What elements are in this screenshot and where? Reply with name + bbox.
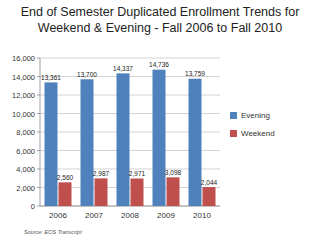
bar xyxy=(131,179,144,206)
data-label: 2,560 xyxy=(57,174,74,181)
y-tick-label: 2,000 xyxy=(16,184,35,193)
chart: End of Semester Duplicated Enrollment Tr… xyxy=(0,0,320,240)
data-label: 3,098 xyxy=(165,169,182,176)
x-tick-label: 2010 xyxy=(193,211,211,220)
tick-mark xyxy=(37,95,40,96)
data-label: 13,759 xyxy=(185,70,205,77)
bar xyxy=(59,182,72,206)
legend-swatch xyxy=(230,112,237,119)
tick-mark xyxy=(37,187,40,188)
tick-mark xyxy=(37,76,40,77)
x-tick-label: 2006 xyxy=(49,211,67,220)
legend-swatch xyxy=(230,130,237,137)
tick-mark xyxy=(37,150,40,151)
bar xyxy=(189,79,202,206)
title-line: End of Semester Duplicated Enrollment Tr… xyxy=(21,5,300,19)
bar xyxy=(117,73,130,206)
y-tick-label: 0 xyxy=(31,202,35,211)
bar xyxy=(95,178,108,206)
bar xyxy=(203,187,216,206)
y-tick-label: 12,000 xyxy=(12,91,35,100)
y-tick-label: 8,000 xyxy=(16,128,35,137)
data-label: 2,044 xyxy=(201,179,218,186)
y-tick-label: 14,000 xyxy=(12,73,35,82)
tick-mark xyxy=(37,132,40,133)
y-tick-label: 6,000 xyxy=(16,147,35,156)
legend-label: Evening xyxy=(241,111,270,120)
bar xyxy=(167,177,180,206)
title: End of Semester Duplicated Enrollment Tr… xyxy=(21,5,300,35)
x-tick-label: 2009 xyxy=(157,211,175,220)
title-line: Weekend & Evening - Fall 2006 to Fall 20… xyxy=(38,21,282,35)
legend-label: Weekend xyxy=(241,129,275,138)
tick-mark xyxy=(37,113,40,114)
tick-mark xyxy=(37,169,40,170)
tick-mark xyxy=(37,58,40,59)
bar xyxy=(153,70,166,206)
data-label: 2,971 xyxy=(129,170,146,177)
x-tick-label: 2007 xyxy=(85,211,103,220)
bar xyxy=(45,82,58,206)
data-label: 2,987 xyxy=(93,170,110,177)
data-label: 14,736 xyxy=(149,61,169,68)
data-label: 14,337 xyxy=(113,65,133,72)
data-label: 13,361 xyxy=(41,74,61,81)
y-tick-label: 16,000 xyxy=(12,54,35,63)
x-tick-label: 2008 xyxy=(121,211,139,220)
grid-line xyxy=(40,58,220,59)
y-tick-label: 10,000 xyxy=(12,110,35,119)
source: Source: EOS Transcript xyxy=(24,229,82,235)
tick-mark xyxy=(37,206,40,207)
data-label: 13,700 xyxy=(77,71,97,78)
bars xyxy=(45,70,216,206)
y-tick-label: 4,000 xyxy=(16,165,35,174)
bar xyxy=(81,79,94,206)
